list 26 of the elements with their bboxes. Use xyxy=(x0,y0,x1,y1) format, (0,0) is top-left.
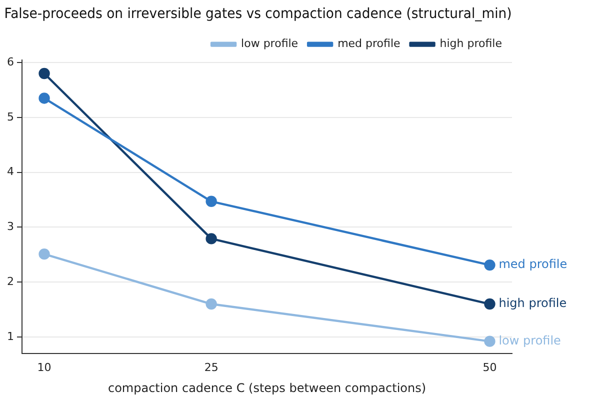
point xyxy=(38,248,50,260)
point xyxy=(38,92,50,104)
text: med profile xyxy=(498,257,568,272)
y-tick-label: 1 xyxy=(7,330,14,343)
point xyxy=(484,298,496,310)
text: low profile xyxy=(498,333,561,348)
x-tick-label: 50 xyxy=(482,360,497,374)
x-tick-label: 25 xyxy=(204,360,218,374)
legend-label: low profile xyxy=(241,37,298,50)
x-axis-title: compaction cadence C (steps between compactions) xyxy=(108,380,426,395)
x-tick-label: 10 xyxy=(37,360,52,374)
legend-label: high profile xyxy=(440,37,502,50)
y-tick-label: 6 xyxy=(7,55,14,68)
legend-label: med profile xyxy=(338,37,401,50)
text: high profile xyxy=(498,296,567,310)
y-tick-label: 5 xyxy=(7,110,14,124)
point xyxy=(484,259,496,271)
y-tick-label: 4 xyxy=(7,165,14,178)
y-tick-label: 2 xyxy=(7,274,14,288)
point xyxy=(484,336,496,347)
point xyxy=(206,298,217,310)
y-tick-label: 3 xyxy=(7,220,14,234)
point xyxy=(206,196,217,207)
chart-title: False-proceeds on irreversible gates vs compaction cadence (structural_min) xyxy=(4,6,512,22)
point xyxy=(206,233,217,244)
point xyxy=(38,68,50,80)
